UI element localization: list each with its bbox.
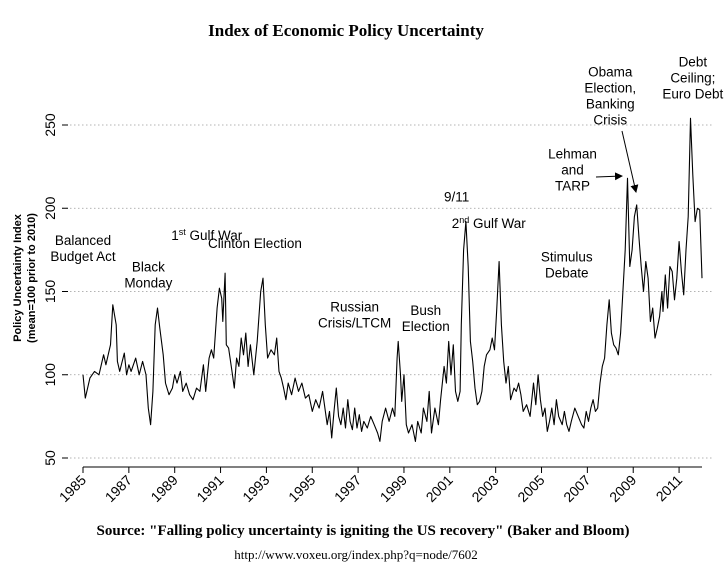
- annotation-label: Euro Debt: [662, 87, 723, 102]
- grid-lines: [62, 124, 712, 459]
- x-tick-label: 1989: [147, 472, 180, 505]
- annotation-label: Debt: [679, 55, 708, 70]
- x-tick-label: 1987: [102, 472, 135, 505]
- annotation-label: Crisis/LTCM: [318, 315, 391, 330]
- annotation-label: Clinton Election: [208, 236, 302, 251]
- x-tick-label: 2007: [560, 472, 593, 505]
- annotation-label: Monday: [124, 276, 172, 291]
- x-tick-label: 1999: [377, 472, 410, 505]
- annotation: 1st Gulf War: [171, 227, 243, 243]
- annotation-label: Debate: [545, 266, 589, 281]
- annotation-label: 2nd Gulf War: [452, 215, 527, 231]
- y-tick-label: 100: [42, 363, 58, 387]
- annotation-label: Budget Act: [50, 249, 116, 264]
- x-tick-label: 1991: [193, 472, 226, 505]
- annotation-label: Russian: [330, 299, 379, 314]
- x-tick-label: 2009: [606, 472, 639, 505]
- x-tick-label: 1995: [285, 472, 318, 505]
- annotation: 2nd Gulf War: [452, 215, 527, 231]
- annotation: 9/11: [444, 190, 469, 205]
- y-tick-label: 50: [42, 450, 58, 466]
- annotation-label: Election: [402, 319, 450, 334]
- annotation-label: Black: [132, 260, 165, 275]
- series-group: [82, 117, 703, 442]
- y-tick-label: 250: [42, 113, 58, 137]
- y-tick-label: 150: [42, 280, 58, 304]
- annotation-label: Banking: [586, 97, 635, 112]
- annotation-label: Obama: [588, 65, 633, 80]
- annotation-label: Election,: [584, 81, 636, 96]
- y-axis-label-line-1: Policy Uncertainty Index: [12, 213, 24, 342]
- annotation-label: 9/11: [444, 190, 469, 205]
- annotation: Clinton Election: [208, 236, 302, 251]
- annotation-label: Stimulus: [541, 250, 593, 265]
- source-caption: Source: "Falling policy uncertainty is i…: [97, 523, 630, 539]
- x-tick-label: 1985: [56, 472, 89, 505]
- source-url: http://www.voxeu.org/index.php?q=node/76…: [234, 547, 477, 562]
- series-line: [82, 117, 703, 442]
- y-axis-label: Policy Uncertainty Index (mean=100 prior…: [12, 213, 38, 343]
- annotation-label: Balanced: [55, 233, 111, 248]
- annotation-label: 1st Gulf War: [171, 227, 243, 243]
- annotation-label: TARP: [555, 178, 590, 193]
- x-tick-label: 2003: [468, 472, 501, 505]
- annotation-label: Ceiling;: [670, 71, 715, 86]
- x-tick-label: 1993: [239, 472, 272, 505]
- annotation-label: Lehman: [548, 146, 597, 161]
- x-tick-label: 2001: [423, 472, 456, 505]
- annotation-label: Crisis: [593, 113, 627, 128]
- lehman-arrow: [595, 172, 623, 181]
- chart-title: Index of Economic Policy Uncertainty: [208, 21, 484, 40]
- obama-arrow: [621, 130, 639, 193]
- x-tick-label: 1997: [331, 472, 364, 505]
- y-tick-label: 200: [42, 196, 58, 220]
- y-axis-label-line-2: (mean=100 prior to 2010): [26, 213, 38, 343]
- annotation-label: and: [561, 162, 584, 177]
- annotation-label: Bush: [410, 303, 441, 318]
- x-tick-label: 2011: [653, 472, 686, 505]
- x-tick-label: 2005: [514, 472, 547, 505]
